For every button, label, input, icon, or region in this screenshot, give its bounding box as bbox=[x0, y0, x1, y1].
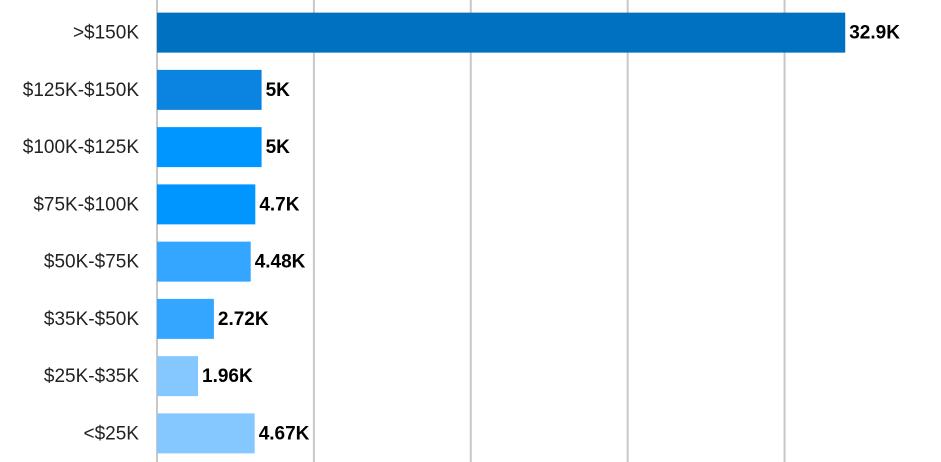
y-tick-label: >$150K bbox=[73, 23, 139, 44]
bar bbox=[157, 241, 251, 282]
bar bbox=[157, 12, 846, 53]
value-label: 4.48K bbox=[255, 252, 306, 273]
y-tick-label: $125K-$150K bbox=[23, 80, 140, 101]
value-label: 5K bbox=[266, 80, 291, 101]
y-tick-label: $25K-$35K bbox=[44, 366, 139, 387]
bar bbox=[157, 413, 255, 454]
bar bbox=[157, 298, 214, 339]
value-label: 32.9K bbox=[849, 23, 900, 44]
y-tick-label: $35K-$50K bbox=[44, 309, 139, 330]
value-label: 5K bbox=[266, 137, 291, 158]
value-label: 4.67K bbox=[259, 423, 310, 444]
value-label: 1.96K bbox=[202, 366, 253, 387]
y-tick-label: <$25K bbox=[84, 423, 140, 444]
bar bbox=[157, 184, 256, 225]
bar bbox=[157, 127, 262, 168]
bar bbox=[157, 356, 199, 397]
bar bbox=[157, 69, 262, 110]
y-tick-label: $100K-$125K bbox=[23, 137, 140, 158]
value-label: 4.7K bbox=[259, 194, 299, 215]
y-tick-label: $75K-$100K bbox=[33, 194, 139, 215]
value-label: 2.72K bbox=[218, 309, 269, 330]
y-tick-label: $50K-$75K bbox=[44, 252, 139, 273]
